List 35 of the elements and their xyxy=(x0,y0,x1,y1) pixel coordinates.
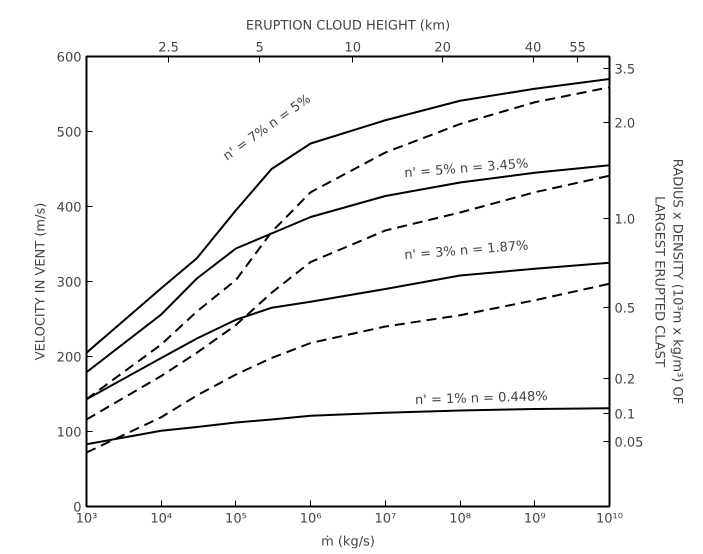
text: 2.5 xyxy=(158,40,179,56)
y-tick-label: 300 xyxy=(56,276,82,290)
annotation: n' = 5% n = 3.45% xyxy=(404,156,529,182)
text: 3.5 xyxy=(614,62,636,78)
text: 0.1 xyxy=(614,408,636,422)
text: 0.2 xyxy=(614,372,636,388)
y-tick-label: 200 xyxy=(56,350,82,366)
x-tick-label: 10⁹ xyxy=(524,512,546,526)
text: 2.0 xyxy=(614,116,636,132)
x-tick-label: 10³ xyxy=(76,512,98,526)
y2-axis-title: RADIUS x DENSITY (10³m x kg/m³) OF LARGEST ERUPTED CLAST xyxy=(651,158,684,404)
annotation: n' = 1% n = 0.448% xyxy=(414,389,548,408)
x-tick-label: 10⁷ xyxy=(374,512,396,526)
text: 10 xyxy=(344,40,361,56)
annotation: n' = 3% n = 1.87% xyxy=(404,238,529,264)
text: 40 xyxy=(524,40,542,56)
x-tick-label: 10⁶ xyxy=(300,512,322,526)
text: 5 xyxy=(255,40,264,56)
x-tick-label: 10⁴ xyxy=(150,512,172,526)
y-axis-title: VELOCITY IN VENT (m/s) xyxy=(34,202,49,360)
text: 0.5 xyxy=(614,302,636,316)
x2-axis-title: ERUPTION CLOUD HEIGHT (km) xyxy=(246,18,450,34)
text: 55 xyxy=(569,40,586,56)
text: 1.0 xyxy=(614,212,636,228)
x-tick-label: 10⁵ xyxy=(225,512,247,526)
y-tick-label: 500 xyxy=(56,126,82,140)
x-axis-title: ṁ (kg/s) xyxy=(321,534,375,550)
text: 0.05 xyxy=(614,436,644,450)
x-tick-label: 10⁸ xyxy=(449,512,471,526)
x-tick-label: 10¹⁰ xyxy=(596,512,623,526)
annotation: n' = 7% n = 5% xyxy=(220,92,314,164)
y-tick-label: 100 xyxy=(56,426,82,440)
text: 20 xyxy=(434,40,451,56)
y-tick-label: 600 xyxy=(56,50,82,66)
y-tick-label: 400 xyxy=(56,200,82,216)
